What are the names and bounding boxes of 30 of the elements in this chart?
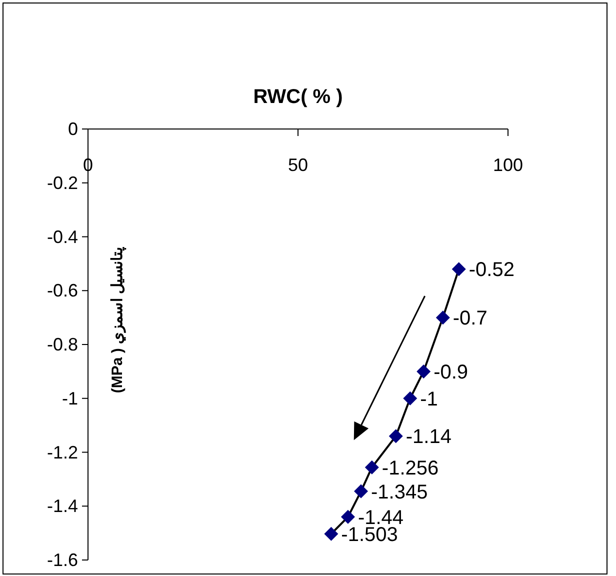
y-tick-label: -1.6 [46, 550, 78, 570]
point [324, 526, 338, 541]
y-tick-label: -1.2 [46, 442, 78, 462]
data-label: -0.7 [452, 308, 488, 330]
data-label: -1.345 [371, 481, 428, 504]
point [416, 364, 431, 378]
y-axis-title: پتانسيل اسمزي ( MPa) [109, 246, 127, 394]
point [403, 391, 418, 406]
data-label: -0.9 [434, 361, 468, 384]
point [364, 460, 379, 474]
y-tick-label: -0.6 [46, 280, 78, 301]
y-tick-label: -0.4 [46, 226, 78, 247]
point [354, 484, 368, 498]
y-tick-label: -1 [62, 388, 78, 408]
x-tick-label: 100 [492, 155, 524, 175]
data-label: -1 [420, 388, 438, 410]
data-label: -1.503 [341, 524, 398, 546]
data-label: -1.256 [382, 457, 439, 480]
point [388, 429, 403, 444]
point [452, 262, 466, 276]
y-tick-label: -1.4 [46, 496, 78, 516]
data-label: -1.14 [406, 426, 452, 448]
y-tick-label: -0.2 [46, 172, 78, 193]
x-tick-label: 50 [288, 155, 308, 175]
point [340, 510, 355, 524]
point [436, 310, 450, 325]
data-label: -0.52 [468, 259, 514, 282]
x-axis-title: RWC( % ) [253, 86, 343, 108]
y-tick-label: -0.8 [46, 334, 78, 354]
y-tick-label: 0 [68, 119, 78, 139]
